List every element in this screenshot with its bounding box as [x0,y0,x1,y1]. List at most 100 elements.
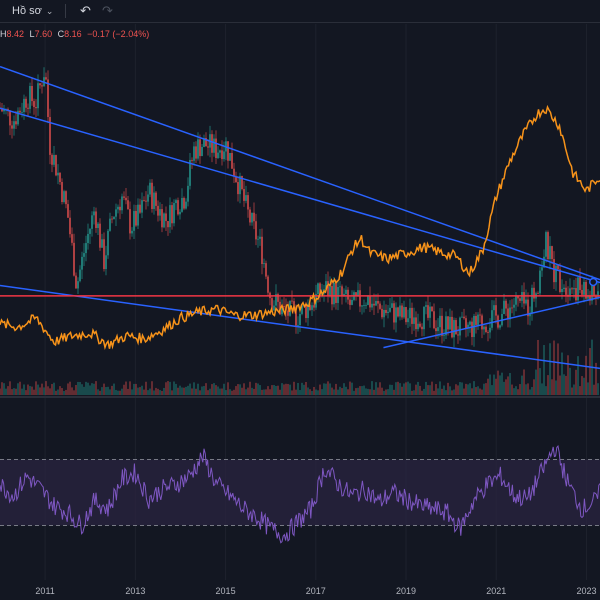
volume-bar [401,386,403,395]
volume-bar [65,389,67,395]
trendline-handle[interactable] [588,277,598,287]
candle-body [393,303,395,323]
candle-body [517,295,519,299]
candle-body [559,269,561,293]
volume-bar [173,381,175,395]
volume-bar [365,388,367,395]
candle-body [117,206,119,210]
candle-body [169,205,171,228]
volume-bar [171,390,173,395]
volume-bar [209,388,211,395]
volume-bar [233,389,235,395]
volume-bar [597,383,599,395]
volume-bar [589,348,591,395]
candle-body [143,200,145,202]
candle-body [583,281,585,295]
volume-bar [11,389,13,395]
volume-bar [251,387,253,395]
volume-bar [109,389,111,395]
volume-bar [73,390,75,395]
volume-bar [59,386,61,395]
candle-body [49,117,51,155]
candle-body [413,317,415,324]
volume-bar [487,378,489,395]
candle-body [539,270,541,294]
candle-body [241,175,243,190]
volume-bar [323,383,325,395]
candle-body [131,230,133,234]
volume-bar [543,345,545,395]
volume-bar [257,383,259,395]
volume-bar [235,386,237,395]
volume-bar [87,382,89,395]
redo-button[interactable]: ↷ [96,0,118,22]
volume-bar [177,387,179,395]
time-axis[interactable] [0,580,600,600]
trendlines[interactable] [0,65,600,370]
candle-body [69,217,71,235]
candle-body [399,305,401,317]
candle-body [419,323,421,327]
candle-body [455,320,457,335]
volume-bar [499,375,501,395]
undo-button[interactable]: ↶ [74,0,96,22]
volume-bar [133,383,135,395]
volume-bar [247,387,249,395]
trendline[interactable] [383,296,600,349]
candle-body [549,246,551,260]
candle-body [177,200,179,215]
candle-body [579,277,581,290]
candle-body [367,296,369,305]
candle-body [515,295,517,305]
volume-bar [53,382,55,395]
volume-bar [275,385,277,395]
volume-bar [533,379,535,395]
volume-bar [495,378,497,395]
candle-body [75,275,77,289]
candle-body [573,288,575,290]
candle-body [133,211,135,231]
candle-body [237,182,239,195]
trendline[interactable] [0,284,600,370]
volume-bar [265,389,267,395]
volume-bar [23,384,25,395]
volume-bar [153,390,155,395]
volume-bar [431,381,433,395]
volume-bar [417,381,419,395]
volume-bar [483,383,485,395]
candle-body [125,197,127,201]
candle-body [179,211,181,215]
candle-body [89,228,91,234]
volume-bar [517,389,519,395]
candle-body [103,239,105,270]
volume-bar [453,389,455,395]
candle-body [33,101,35,108]
candle-body [391,303,393,308]
volume-bar [387,389,389,395]
trendline[interactable] [0,65,600,281]
time-axis-tick-label: 2013 [125,586,146,596]
candle-body [307,304,309,319]
volume-bar [445,390,447,395]
volume-bar [69,381,71,395]
volume-bar [77,381,79,395]
candle-body [369,296,371,308]
candle-body [309,304,311,310]
volume-bar [451,390,453,395]
volume-bar [203,386,205,395]
candle-body [385,309,387,313]
volume-bar [267,386,269,395]
trendline[interactable] [0,107,600,284]
volume-bar [523,369,525,395]
candle-body [365,304,367,306]
candle-body [329,286,331,296]
time-axis-tick-label: 2019 [395,586,417,596]
volume-bar [545,386,547,395]
candle-body [371,303,373,308]
volume-bar [539,368,541,395]
volume-bar [555,380,557,395]
volume-bar [283,384,285,395]
profile-dropdown[interactable]: Hồ sơ ⌄ [0,0,57,22]
volume-bar [481,389,483,395]
